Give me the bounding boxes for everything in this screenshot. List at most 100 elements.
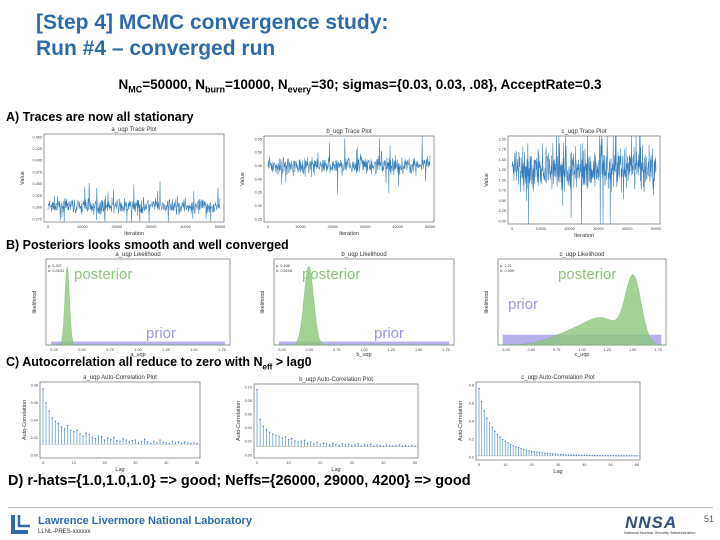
x-tick-label: 0.75 — [553, 348, 560, 352]
x-tick-label: 50 — [195, 461, 199, 465]
acf-point — [625, 455, 628, 457]
acf-point — [116, 440, 118, 442]
x-tick-label: 10000 — [536, 227, 547, 231]
trace-plot-b: b_uqp Trace Plot Iteration Value 0 10000 2000… — [240, 129, 435, 236]
acf-point — [153, 440, 155, 443]
trace-plot-a: a_uqp Trace Plot Iteration Value 0 10000 2000… — [20, 127, 225, 236]
x-axis-label: c_uqp — [575, 352, 590, 357]
acf-point — [91, 436, 93, 438]
y-axis-label: likelihood — [260, 291, 266, 314]
acf-point — [110, 438, 112, 441]
x-tick-label: 1.50 — [415, 348, 422, 352]
acf-point — [620, 455, 622, 457]
acf-point — [134, 439, 137, 441]
acf-point — [483, 410, 485, 412]
acf-point — [591, 454, 593, 457]
acf-point — [376, 444, 378, 446]
x-tick-label: 30 — [556, 463, 560, 467]
acf-point — [546, 452, 549, 455]
acf-point — [54, 420, 57, 423]
x-tick-label: 0 — [511, 227, 513, 231]
chart-title: c_uqp Trace Plot — [561, 129, 606, 135]
nnsa-logo: NNSA — [625, 513, 678, 532]
acf-point — [338, 444, 340, 447]
posterior-plot-a: a_uqp Likelihood a_uqp likelihood 0.25 0.50 0… — [32, 252, 231, 357]
x-tick-label: 0.75 — [106, 348, 113, 352]
slide-title-line1: [Step 4] MCMC convergence study: — [36, 11, 389, 34]
x-tick-label: 0.75 — [333, 348, 340, 352]
nmc-label: N — [118, 77, 129, 92]
acf-point — [478, 387, 480, 390]
section-c-sub: eff — [262, 362, 273, 372]
acf-point — [94, 437, 97, 440]
acf-point — [615, 455, 617, 457]
acf-point — [51, 417, 53, 419]
x-tick-label: 0 — [267, 225, 269, 229]
posterior-label: posterior — [74, 266, 132, 283]
acf-point — [265, 428, 268, 431]
acf-point — [528, 450, 530, 452]
section-c-tail: > lag0 — [272, 355, 312, 369]
x-axis-label: a_uqp — [130, 352, 145, 357]
acf-point — [174, 442, 177, 444]
x-tick-label: 0.25 — [50, 348, 57, 352]
x-axis-label: Lag — [331, 467, 340, 472]
prior-label: prior — [374, 325, 404, 342]
y-tick-label: 0.25 — [255, 217, 262, 221]
acf-point — [319, 443, 321, 446]
acf-point — [533, 451, 535, 453]
y-tick-label: 0.30 — [255, 204, 262, 208]
acf-point — [335, 443, 337, 446]
posterior-area — [497, 274, 667, 346]
acf-point — [332, 442, 334, 444]
x-tick-label: 1.75 — [218, 348, 225, 352]
x-tick-label: 1.00 — [360, 348, 367, 352]
x-tick-label: 40000 — [180, 225, 191, 229]
x-tick-label: 40 — [381, 461, 385, 465]
trace-series-line — [47, 181, 221, 223]
posterior-area — [46, 265, 230, 346]
chart-title: a_uqp Trace Plot — [111, 127, 157, 133]
slide-title-line2: Run #4 – converged run — [36, 37, 276, 60]
acf-point — [85, 432, 87, 434]
acf-point — [171, 440, 174, 443]
nmc-sub: MC — [128, 84, 143, 95]
acf-point — [88, 433, 90, 436]
acf-point — [411, 444, 413, 447]
posterior-stat: σ: 0.0101 — [48, 269, 64, 273]
acf-point — [502, 438, 504, 441]
acf-point — [480, 401, 483, 403]
y-tick-label: 0.00 — [31, 453, 38, 457]
acf-point — [544, 452, 546, 454]
x-axis-label: Iteration — [574, 233, 594, 238]
y-tick-label: 2.00 — [499, 137, 506, 141]
acf-point — [575, 454, 578, 456]
acf-point — [297, 441, 299, 443]
posterior-plot-c: c_uqp Likelihood c_uqp likelihood 0.25 0.50 0… — [484, 252, 667, 357]
acf-point — [341, 443, 344, 445]
y-tick-label: 0.4 — [469, 419, 474, 423]
acf-point — [554, 453, 557, 455]
autocorrelation-plot-a: a_uqp Auto-Correlation Plot Lag Auto-Corre… — [22, 375, 201, 472]
section-c-text: C) Autocorrelation all reduce to zero wi… — [6, 355, 263, 369]
acf-point — [562, 454, 564, 456]
y-tick-label: 0.75 — [499, 189, 506, 193]
x-tick-label: 10 — [286, 461, 290, 465]
chart-title: a_uqp Auto-Correlation Plot — [83, 375, 157, 381]
x-tick-label: 30 — [350, 461, 354, 465]
acf-point — [538, 451, 541, 454]
x-tick-label: 50 — [609, 463, 613, 467]
acf-point — [570, 454, 572, 456]
acf-point — [156, 442, 158, 444]
acf-point — [328, 444, 331, 446]
x-tick-label: 0.50 — [528, 348, 535, 352]
acf-point — [628, 455, 630, 457]
chart-title: b_uqp Trace Plot — [326, 129, 372, 135]
y-tick-label: 0.40 — [255, 177, 262, 181]
acf-point — [354, 444, 356, 446]
y-tick-label: 0.0 — [469, 455, 474, 459]
acf-point — [525, 449, 528, 451]
x-tick-label: 1.75 — [442, 348, 449, 352]
acf-point — [515, 446, 517, 448]
acf-point — [379, 444, 381, 447]
